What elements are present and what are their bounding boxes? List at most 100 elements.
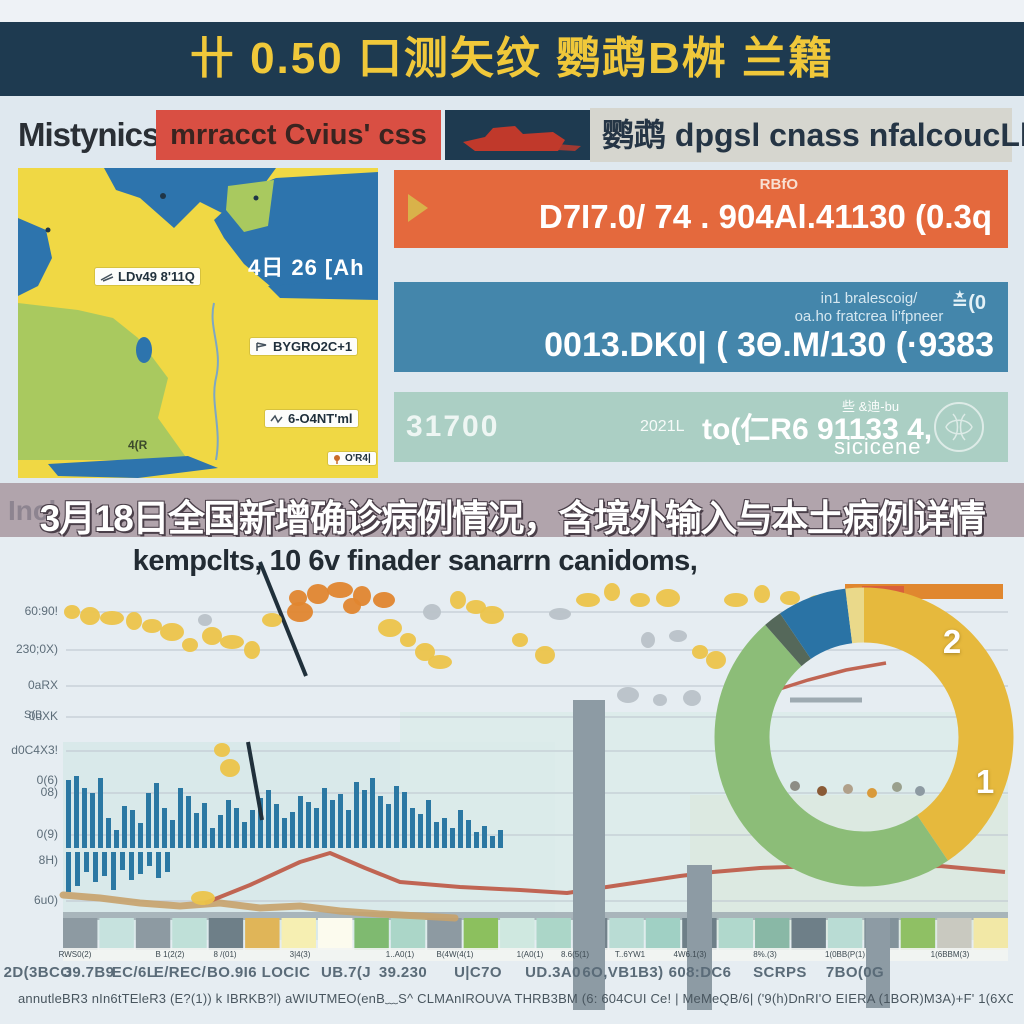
strip-cell: [354, 918, 389, 950]
navy-icon-box: [445, 110, 590, 160]
map-label-chip: BYGRO2C+1: [250, 338, 358, 355]
case-bar: [138, 823, 143, 848]
yellow-marker: [220, 635, 244, 649]
map-label-chip: LDv49 8'11Q: [95, 268, 200, 285]
yellow-marker: [630, 593, 650, 607]
case-bar: [170, 820, 175, 848]
map-label-text: 6-O4NT'ml: [288, 411, 353, 426]
stat-bar-teal: in1 bralescoig/ oa.ho fratcrea li'fpneer…: [394, 282, 1008, 372]
strip-cell: [900, 918, 936, 950]
strip-cell: [463, 918, 499, 950]
case-bar-low: [66, 852, 71, 892]
orange-marker: [327, 582, 353, 598]
stat-sage-sub: sicicene: [834, 434, 922, 459]
emblem-icon: [934, 402, 984, 452]
case-bar: [290, 812, 295, 848]
gray-label-bar: 鹦鹉 dpgsl cnass nfalcoucLls.: [590, 108, 1024, 162]
strip-cell: [135, 918, 171, 950]
case-bar: [258, 798, 263, 848]
yellow-marker: [182, 638, 198, 652]
orange-marker: [287, 602, 313, 622]
tan-trend-line: [59, 891, 459, 922]
banner-title: 卄 0.50 口测矢纹 鹦鹉B桝 兰籍: [189, 34, 835, 83]
case-bar: [298, 796, 303, 848]
strip-cell: [755, 918, 790, 950]
case-bar: [354, 782, 359, 848]
yellow-marker: [724, 593, 748, 607]
case-bar: [426, 800, 431, 848]
gray-marker: [198, 614, 212, 626]
strip-cell: [827, 918, 863, 950]
yellow-marker: [415, 643, 435, 661]
china-map: [18, 168, 378, 478]
yellow-marker: [428, 655, 452, 669]
red-label-box: mrracct Cvius' css: [156, 110, 441, 160]
case-bar: [186, 796, 191, 848]
donut-hole-dot: [843, 784, 853, 794]
case-bar: [282, 818, 287, 848]
case-bar: [274, 804, 279, 848]
stat-sage-tiny: 些 &迪-bu: [842, 399, 900, 414]
case-bar-low: [165, 852, 170, 872]
gray-pole: [573, 700, 605, 1010]
case-bar: [314, 808, 319, 848]
case-bar-low: [129, 852, 134, 880]
yellow-marker: [220, 759, 240, 777]
case-bar-low: [111, 852, 116, 890]
strip-cell: [172, 918, 207, 950]
case-bar: [82, 788, 87, 848]
strip-cell: [317, 918, 353, 950]
case-bar: [74, 776, 79, 848]
stat-sage-left: 31700: [406, 410, 500, 443]
dashboard-chart: [59, 561, 1014, 1010]
scribble-icon: [270, 414, 283, 423]
strip-cell: [973, 918, 1008, 950]
case-bar: [490, 836, 495, 848]
gray-marker: [669, 630, 687, 642]
donut-hole-dot: [790, 781, 800, 791]
case-bar: [458, 810, 463, 848]
strip-cell: [63, 918, 98, 950]
map-corner-text: O'R4|: [345, 453, 371, 464]
yellow-marker: [450, 591, 466, 609]
gray-marker: [549, 608, 571, 620]
strip-cell: [245, 918, 280, 950]
map-corner-chip: O'R4|: [328, 452, 376, 465]
stat-sage-prefix: 2021L: [640, 418, 685, 435]
case-bar: [386, 804, 391, 848]
stat-orange-tag: RBfO: [759, 176, 798, 193]
stat-teal-value: 0013.DK0| ( 3Θ.M/130 (·9383: [544, 326, 994, 364]
yellow-marker: [706, 651, 726, 669]
subheader-row: Mistynics mrracct Cvius' css 鹦鹉 dpgsl cn…: [0, 108, 1024, 162]
case-bar-low: [147, 852, 152, 866]
case-bar: [266, 790, 271, 848]
gray-pole: [687, 865, 712, 1010]
strip-label-band: [63, 948, 1008, 961]
case-bar: [242, 822, 247, 848]
case-bar: [466, 820, 471, 848]
case-bar: [442, 818, 447, 848]
yellow-marker: [512, 633, 528, 647]
yellow-marker: [202, 627, 222, 645]
callout-line: [258, 561, 308, 677]
yellow-marker: [604, 583, 620, 601]
case-bar: [218, 815, 223, 848]
strip-cell: [791, 918, 826, 950]
case-bar: [130, 810, 135, 848]
yellow-marker: [576, 593, 600, 607]
case-bar: [410, 808, 415, 848]
case-bar-low: [138, 852, 143, 874]
strip-cell: [937, 918, 972, 950]
yellow-marker: [656, 589, 680, 607]
strip-cell: [427, 918, 462, 950]
yellow-marker: [64, 605, 80, 619]
orange-marker: [289, 590, 307, 606]
donut-segment-pale: [714, 587, 1014, 887]
pencil-icon: [100, 272, 114, 282]
gray-marker: [653, 694, 667, 706]
case-bar: [90, 793, 95, 848]
orange-marker: [373, 592, 395, 608]
page-title: 3月18日全国新增确诊病例情况，含境外输入与本土病例详情: [39, 498, 986, 537]
yellow-marker: [535, 646, 555, 664]
